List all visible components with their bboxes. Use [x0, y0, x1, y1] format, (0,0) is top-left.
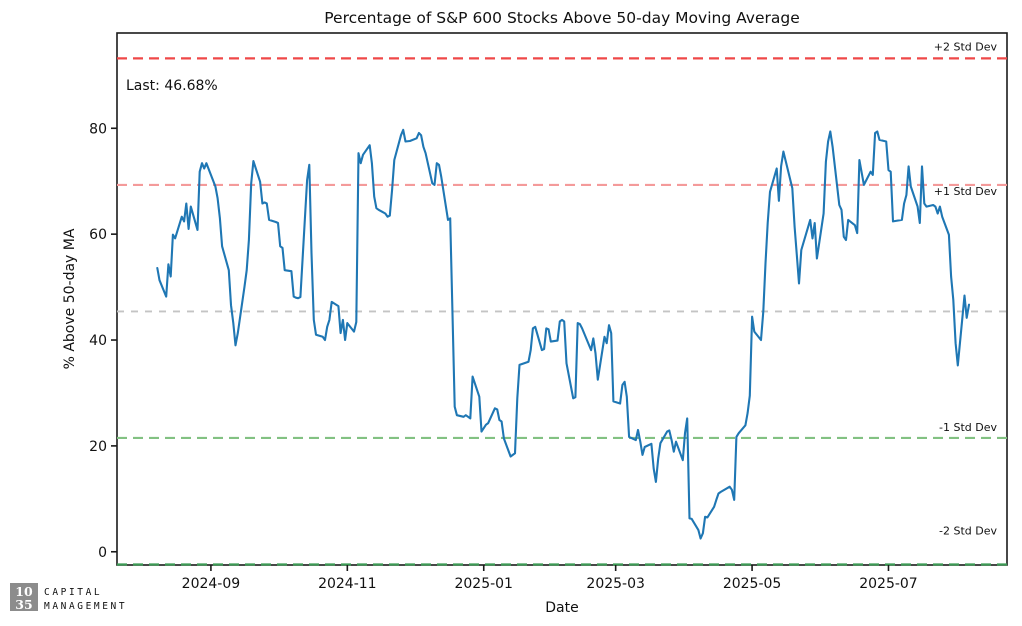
- chart-title: Percentage of S&P 600 Stocks Above 50-da…: [324, 9, 800, 27]
- x-tick-label: 2025-01: [454, 576, 513, 592]
- x-tick-label: 2025-05: [723, 576, 782, 592]
- y-tick-label: 20: [89, 439, 107, 455]
- last-value-annotation: Last: 46.68%: [126, 78, 218, 94]
- logo-text-line1: CAPITAL: [44, 587, 102, 598]
- logo-box: [10, 583, 38, 611]
- plot-area: +2 Std Dev +1 Std Dev -1 Std Dev -2 Std Dev…: [89, 40, 1007, 592]
- x-tick-label: 2025-03: [586, 576, 645, 592]
- std-line-label: -1 Std Dev: [939, 421, 997, 434]
- logo-text-line2: MANAGEMENT: [44, 601, 127, 612]
- y-tick-label: 80: [89, 121, 107, 137]
- x-tick-label: 2024-09: [182, 576, 241, 592]
- std-line-label: +1 Std Dev: [934, 185, 998, 198]
- y-tick-label: 60: [89, 227, 107, 243]
- x-tick-label: 2025-07: [859, 576, 918, 592]
- y-axis-label: % Above 50-day MA: [62, 228, 78, 369]
- y-tick-label: 40: [89, 333, 107, 349]
- x-axis-label: Date: [545, 600, 578, 616]
- y-tick-label: 0: [98, 545, 107, 561]
- logo: 10 35 CAPITAL MANAGEMENT: [10, 583, 127, 612]
- x-tick-label: 2024-11: [318, 576, 377, 592]
- std-line-label: +2 Std Dev: [934, 40, 998, 53]
- std-line-label: -2 Std Dev: [939, 524, 997, 537]
- plot-border: [116, 32, 1008, 566]
- logo-number-top: 10: [15, 584, 33, 599]
- logo-number-bottom: 35: [15, 597, 32, 612]
- data-series-line: [156, 128, 971, 540]
